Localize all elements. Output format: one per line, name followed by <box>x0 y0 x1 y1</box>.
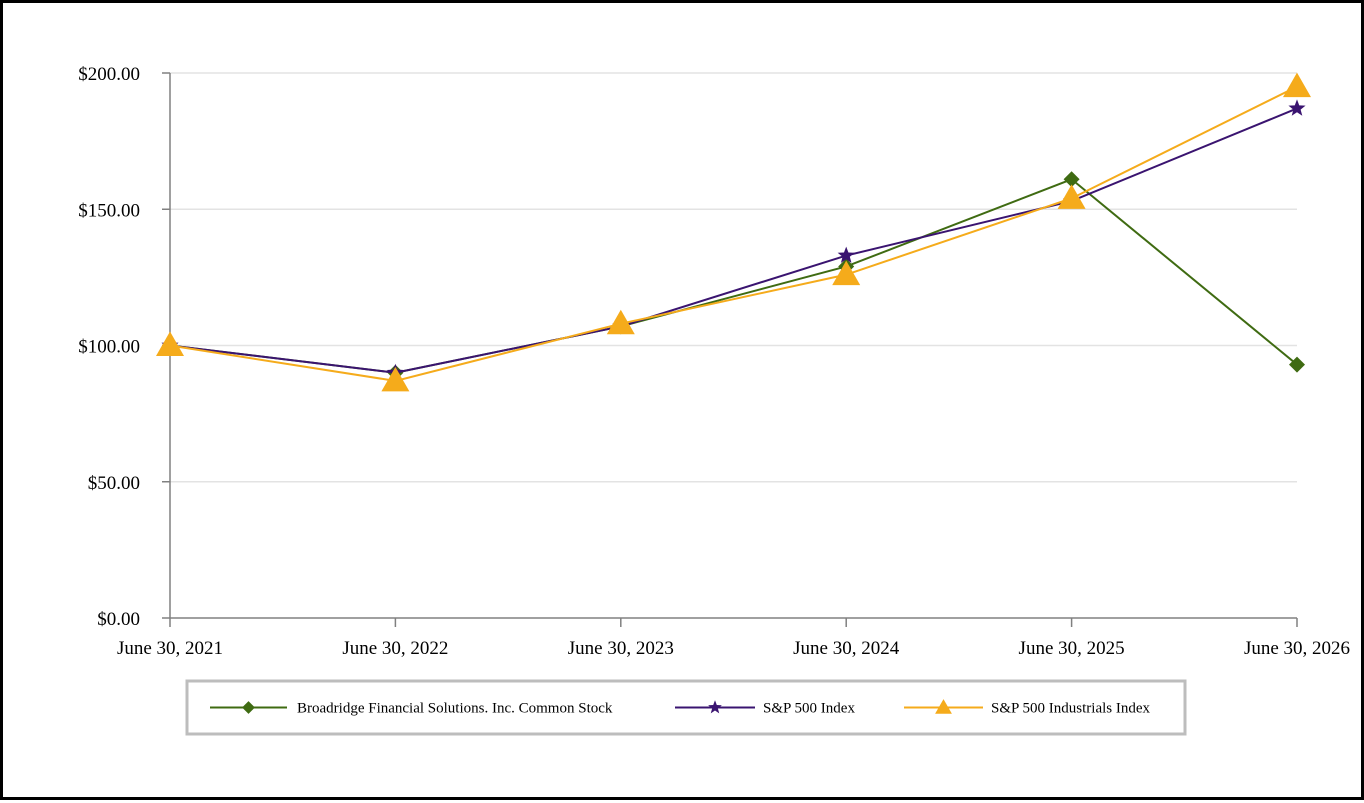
data-point-triangle <box>156 331 184 356</box>
legend-marker-star <box>708 700 722 714</box>
legend-item: Broadridge Financial Solutions. Inc. Com… <box>210 701 613 717</box>
legend-label: S&P 500 Industrials Index <box>991 701 1151 717</box>
data-point-star <box>837 246 855 263</box>
data-point-triangle <box>1283 72 1311 98</box>
series-2 <box>161 99 1306 381</box>
x-tick-label: June 30, 2026 <box>1244 638 1350 659</box>
series-group <box>156 72 1311 392</box>
x-tick-label: June 30, 2022 <box>342 638 448 659</box>
legend-item: S&P 500 Index <box>675 700 855 717</box>
legend-marker-diamond <box>242 701 255 714</box>
data-point-triangle <box>832 260 861 286</box>
y-tick-label: $200.00 <box>78 64 140 85</box>
legend: Broadridge Financial Solutions. Inc. Com… <box>185 679 1187 736</box>
data-point-triangle <box>1057 184 1086 209</box>
legend-label: Broadridge Financial Solutions. Inc. Com… <box>297 701 613 717</box>
y-tick-label: $150.00 <box>78 200 140 221</box>
series-line <box>169 107 1298 374</box>
y-tick-label: $50.00 <box>88 473 140 494</box>
x-axis-ticks: June 30, 2021 June 30, 2022 June 30, 2023 J… <box>117 618 1350 659</box>
series-1 <box>162 171 1305 381</box>
data-point-triangle <box>606 309 635 335</box>
legend-label: S&P 500 Index <box>763 701 855 717</box>
series-line <box>169 85 1298 382</box>
y-tick-label: $100.00 <box>78 337 140 358</box>
y-tick-label: $0.00 <box>97 609 140 630</box>
data-point-star <box>1288 99 1306 116</box>
series-3 <box>156 72 1311 392</box>
data-point-diamond <box>1289 356 1305 373</box>
y-axis-ticks: $0.00 $50.00 $100.00 $150.00 $200.00 <box>78 64 170 630</box>
legend-marker-triangle <box>935 699 952 714</box>
x-tick-label: June 30, 2021 <box>117 638 223 659</box>
legend-item: S&P 500 Industrials Index <box>904 699 1151 717</box>
x-tick-label: June 30, 2025 <box>1019 638 1125 659</box>
data-point-triangle <box>381 366 410 392</box>
series-line <box>169 178 1298 374</box>
x-tick-label: June 30, 2023 <box>568 638 674 659</box>
data-point-diamond <box>1063 171 1080 188</box>
x-tick-label: June 30, 2024 <box>793 638 900 659</box>
line-chart: $0.00 $50.00 $100.00 $150.00 $200.00 June 30… <box>78 64 1350 736</box>
grid-lines <box>170 72 1297 483</box>
